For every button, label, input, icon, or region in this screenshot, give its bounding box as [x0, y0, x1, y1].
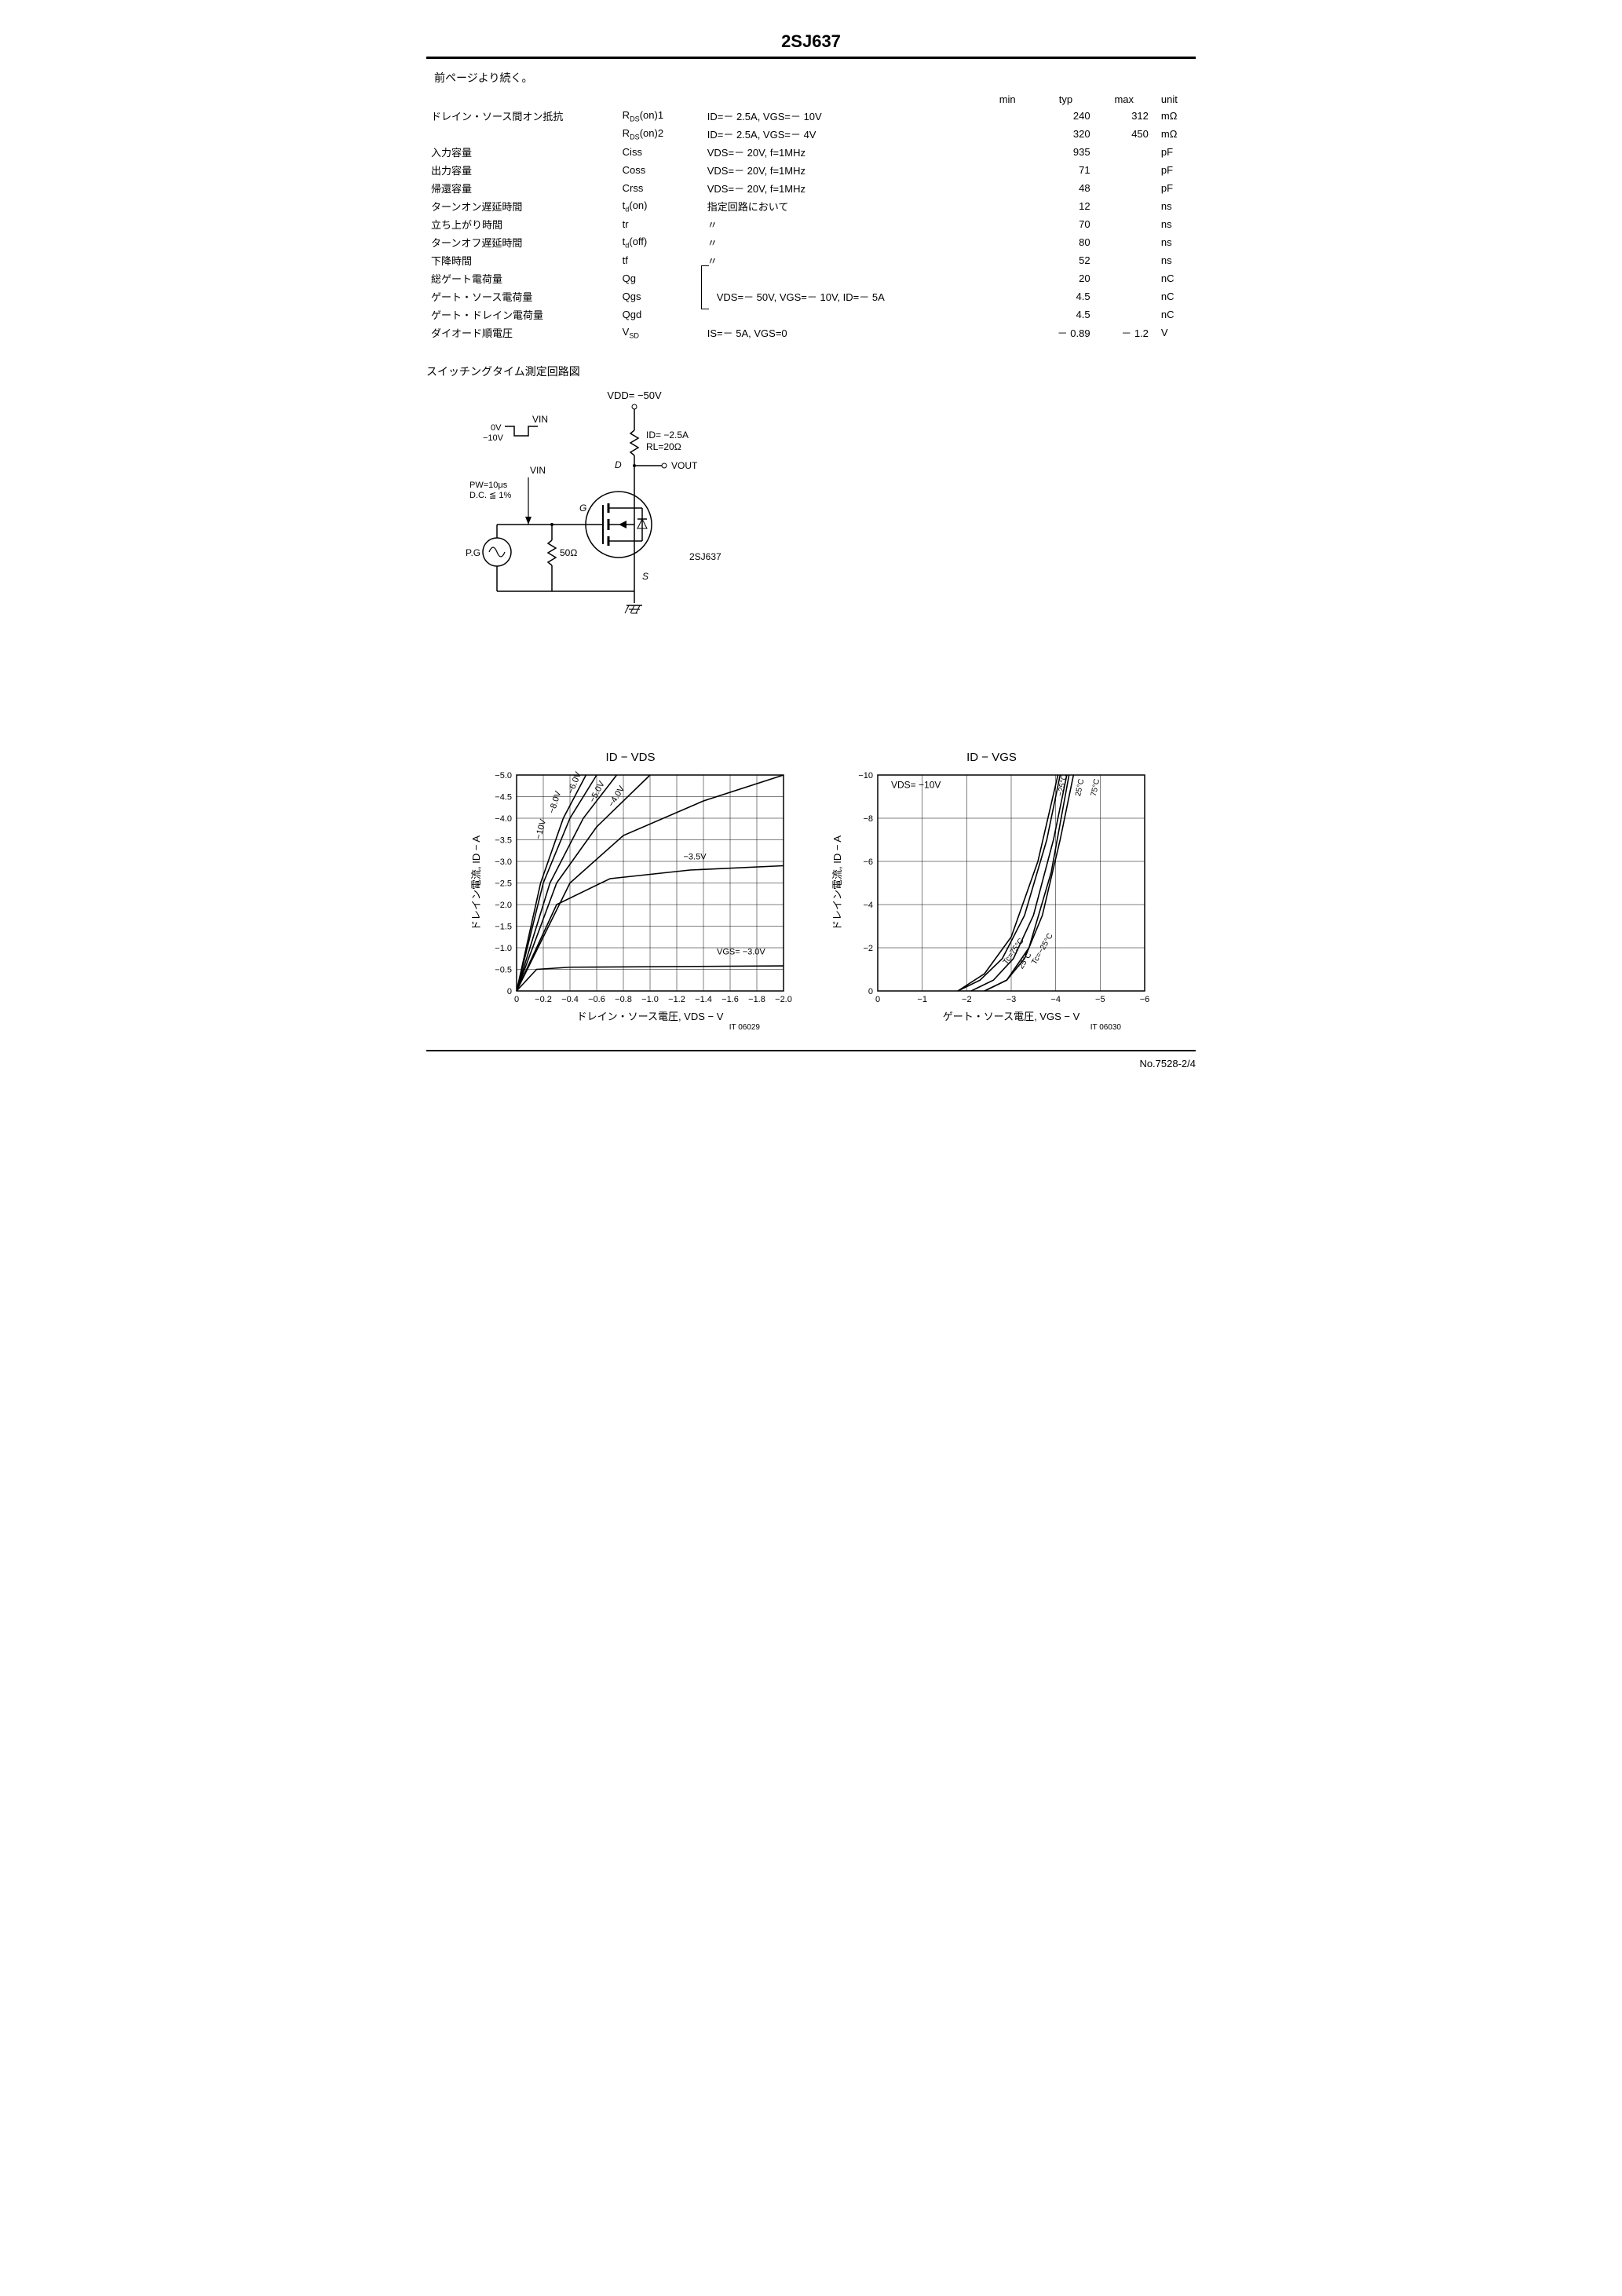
- svg-text:−10V: −10V: [483, 433, 504, 443]
- table-row: 総ゲート電荷量Qg20nC: [426, 269, 1196, 287]
- svg-text:0: 0: [507, 987, 512, 996]
- chart-id-vds: ID − VDS 0 −0.5 −1.0 −1.5 −2.0 −2.5 −3.0 −3.5 −4…: [466, 751, 795, 1034]
- chart-id-vgs: ID − VGS 0 −2 −4 −6 −8 −10 0 −1 −2 −3 −4 −5 −6 ゲート・ソー…: [827, 751, 1156, 1034]
- svg-text:−1.5: −1.5: [495, 923, 512, 932]
- svg-text:VDD= −50V: VDD= −50V: [607, 389, 662, 401]
- svg-text:IT 06030: IT 06030: [1090, 1023, 1122, 1032]
- svg-text:ドレイン・ソース電圧, VDS − V: ドレイン・ソース電圧, VDS − V: [577, 1011, 724, 1022]
- svg-text:−3.5V: −3.5V: [684, 852, 707, 861]
- svg-text:P.G: P.G: [466, 547, 480, 558]
- svg-text:−5.0: −5.0: [495, 771, 512, 781]
- svg-text:IT 06029: IT 06029: [729, 1023, 761, 1032]
- svg-text:0: 0: [875, 995, 880, 1004]
- svg-text:−0.5: −0.5: [495, 966, 512, 975]
- svg-text:−8: −8: [863, 814, 873, 824]
- svg-text:2SJ637: 2SJ637: [689, 551, 721, 562]
- chart1-title: ID − VDS: [466, 751, 795, 764]
- circuit-heading: スイッチングタイム測定回路図: [426, 364, 1196, 379]
- svg-text:25°C: 25°C: [1074, 778, 1086, 797]
- col-min: min: [978, 92, 1036, 107]
- col-typ: typ: [1036, 92, 1094, 107]
- svg-text:−0.8: −0.8: [615, 995, 632, 1004]
- svg-text:−1.6: −1.6: [721, 995, 739, 1004]
- svg-text:ドレイン電流, ID − A: ドレイン電流, ID − A: [831, 835, 843, 930]
- switching-circuit-diagram: VDD= −50V ID= −2.5A RL=20Ω D VOUT: [458, 387, 1196, 625]
- specs-table: min typ max unit ドレイン・ソース間オン抵抗RDS(on)1ID…: [426, 92, 1196, 342]
- svg-text:−4.5: −4.5: [495, 793, 512, 803]
- svg-text:−1.0: −1.0: [495, 944, 512, 953]
- chart2-title: ID − VGS: [827, 751, 1156, 764]
- svg-text:75°C: 75°C: [1090, 778, 1101, 797]
- svg-text:0: 0: [868, 987, 873, 996]
- table-row: 立ち上がり時間tr〃70ns: [426, 215, 1196, 233]
- col-max: max: [1095, 92, 1153, 107]
- svg-text:−0.4: −0.4: [561, 995, 579, 1004]
- table-row: RDS(on)2ID=－ 2.5A, VGS=－ 4V320450mΩ: [426, 125, 1196, 143]
- table-row: ダイオード順電圧VSDIS=－ 5A, VGS=0－ 0.89－ 1.2V: [426, 324, 1196, 342]
- svg-text:−1.4: −1.4: [695, 995, 712, 1004]
- svg-text:−2: −2: [962, 995, 972, 1004]
- svg-text:−3.5: −3.5: [495, 836, 512, 846]
- svg-text:−6: −6: [1140, 995, 1150, 1004]
- svg-text:D: D: [615, 459, 622, 470]
- svg-text:−5: −5: [1095, 995, 1105, 1004]
- page-number: No.7528-2/4: [426, 1058, 1196, 1069]
- svg-text:VOUT: VOUT: [671, 460, 698, 471]
- svg-text:−2: −2: [863, 944, 873, 953]
- svg-text:−10V: −10V: [534, 817, 548, 840]
- svg-text:−1: −1: [917, 995, 927, 1004]
- svg-text:VIN: VIN: [530, 465, 546, 476]
- table-row: 入力容量CissVDS=－ 20V, f=1MHz935pF: [426, 143, 1196, 161]
- table-row: ドレイン・ソース間オン抵抗RDS(on)1ID=－ 2.5A, VGS=－ 10…: [426, 107, 1196, 125]
- svg-text:ドレイン電流, ID − A: ドレイン電流, ID − A: [470, 835, 482, 930]
- part-number-title: 2SJ637: [426, 31, 1196, 59]
- table-row: ゲート・ソース電荷量QgsVDS=－ 50V, VGS=－ 10V, ID=－ …: [426, 287, 1196, 305]
- svg-text:−4: −4: [863, 901, 873, 910]
- svg-text:D.C. ≦ 1%: D.C. ≦ 1%: [469, 491, 511, 500]
- svg-text:ID= −2.5A: ID= −2.5A: [646, 430, 689, 441]
- svg-text:−8.0V: −8.0V: [547, 789, 564, 814]
- svg-text:−3.0: −3.0: [495, 857, 512, 867]
- svg-text:−2.5: −2.5: [495, 879, 512, 889]
- table-row: 下降時間tf〃52ns: [426, 251, 1196, 269]
- table-row: 帰還容量CrssVDS=－ 20V, f=1MHz48pF: [426, 179, 1196, 197]
- continued-note: 前ページより続く。: [434, 70, 1196, 86]
- svg-text:−4.0: −4.0: [495, 814, 512, 824]
- svg-text:−6: −6: [863, 857, 873, 867]
- svg-text:ゲート・ソース電圧, VGS − V: ゲート・ソース電圧, VGS − V: [943, 1011, 1080, 1022]
- svg-text:−6.0V: −6.0V: [566, 770, 583, 795]
- table-row: ターンオフ遅延時間td(off)〃80ns: [426, 233, 1196, 251]
- svg-text:PW=10μs: PW=10μs: [469, 481, 508, 490]
- svg-text:RL=20Ω: RL=20Ω: [646, 441, 681, 452]
- svg-text:0V: 0V: [491, 423, 502, 433]
- table-row: 出力容量CossVDS=－ 20V, f=1MHz71pF: [426, 161, 1196, 179]
- svg-text:−2.0: −2.0: [775, 995, 792, 1004]
- svg-text:VDS= −10V: VDS= −10V: [891, 780, 941, 791]
- svg-text:−2.0: −2.0: [495, 901, 512, 910]
- svg-text:0: 0: [514, 995, 519, 1004]
- svg-text:VIN: VIN: [532, 414, 548, 425]
- svg-text:−0.2: −0.2: [535, 995, 552, 1004]
- svg-text:S: S: [642, 571, 648, 582]
- svg-text:−0.6: −0.6: [588, 995, 605, 1004]
- svg-text:−1.0: −1.0: [641, 995, 659, 1004]
- svg-text:−4: −4: [1050, 995, 1061, 1004]
- svg-text:−1.2: −1.2: [668, 995, 685, 1004]
- table-row: ターンオン遅延時間td(on)指定回路において12ns: [426, 197, 1196, 215]
- svg-text:−10: −10: [858, 771, 873, 781]
- col-unit: unit: [1153, 92, 1196, 107]
- svg-text:VGS= −3.0V: VGS= −3.0V: [717, 947, 765, 956]
- svg-text:−1.8: −1.8: [748, 995, 765, 1004]
- svg-text:50Ω: 50Ω: [560, 547, 577, 558]
- table-row: ゲート・ドレイン電荷量Qgd4.5nC: [426, 305, 1196, 324]
- svg-text:−4.0V: −4.0V: [607, 784, 627, 809]
- svg-text:−3: −3: [1006, 995, 1017, 1004]
- svg-text:G: G: [579, 503, 586, 514]
